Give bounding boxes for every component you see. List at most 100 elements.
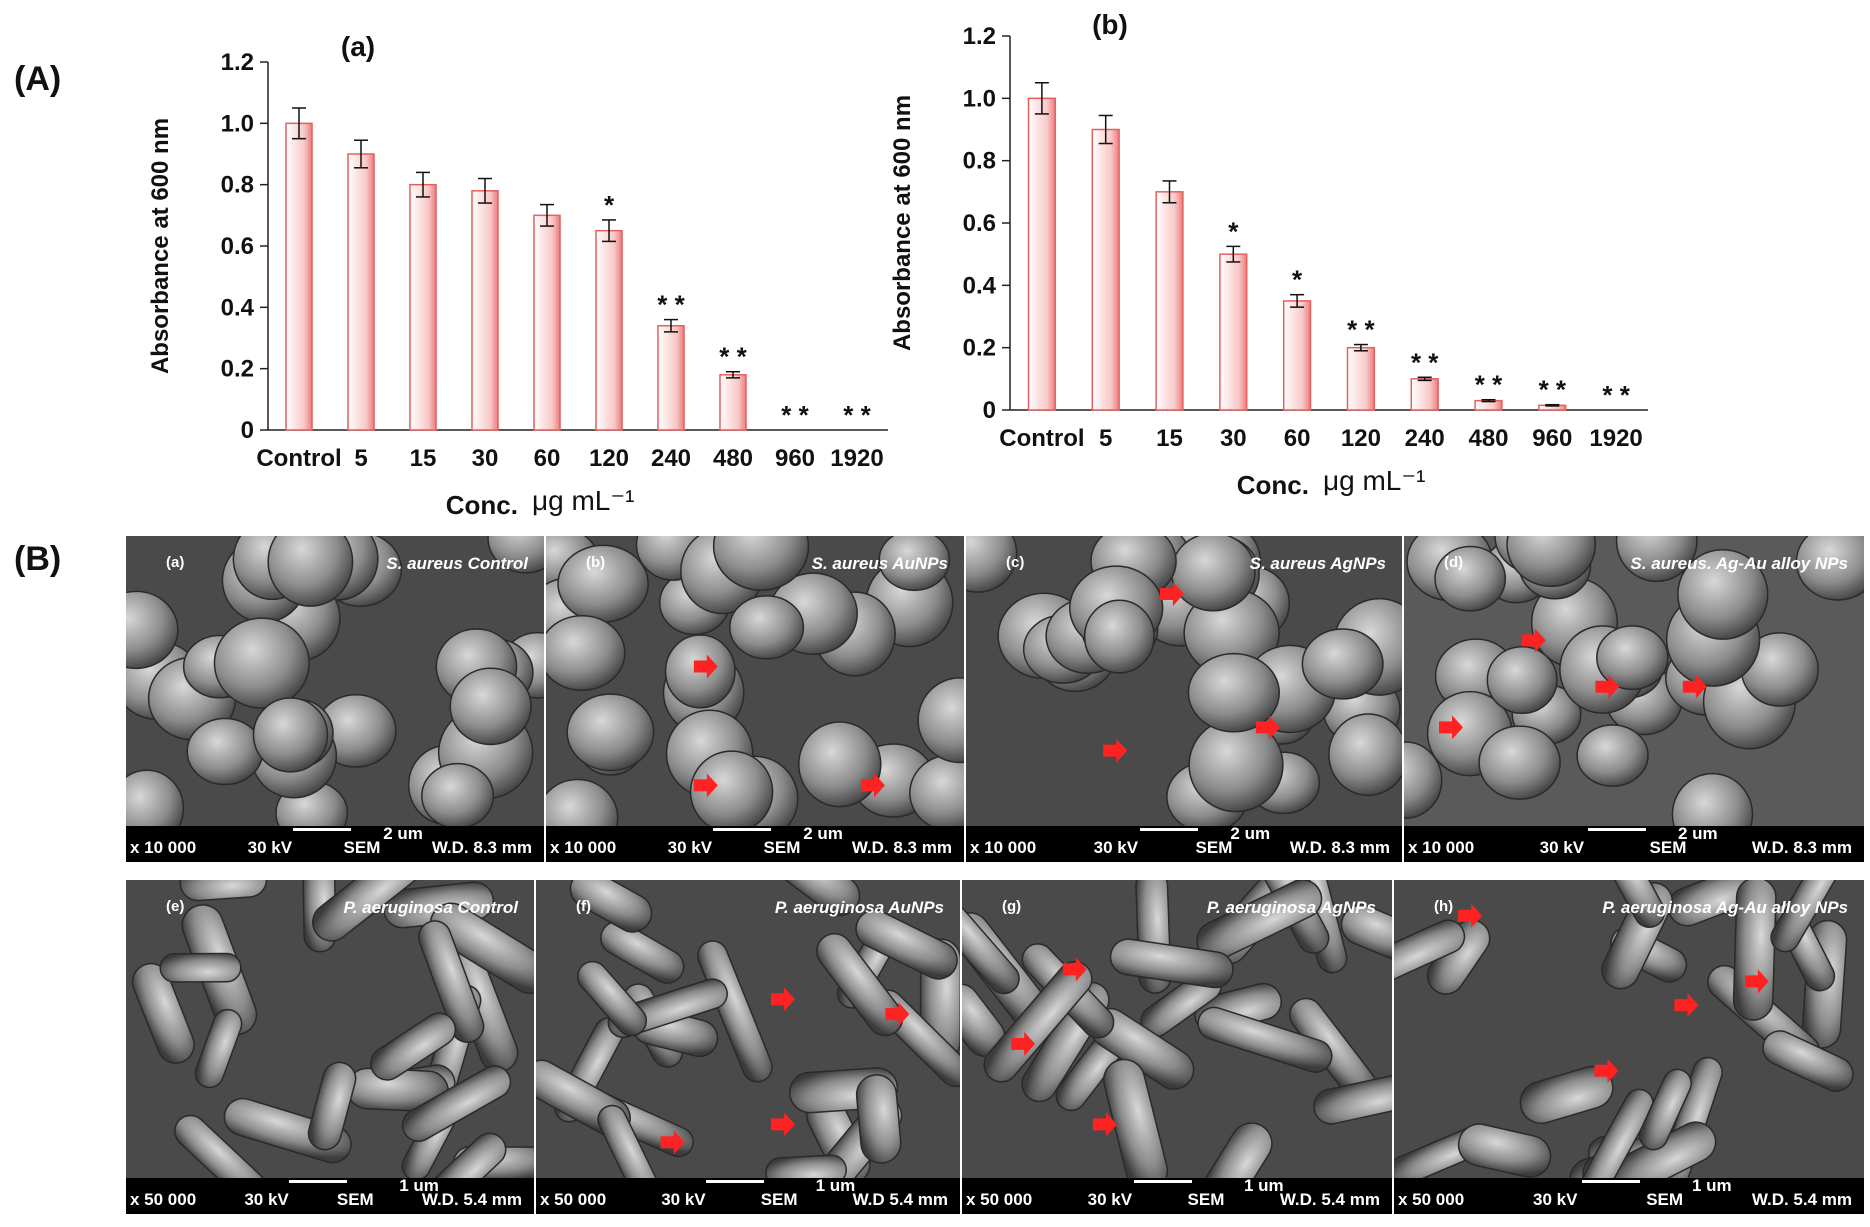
scale-bar bbox=[289, 1180, 348, 1183]
sem-mode: SEM bbox=[1649, 838, 1687, 857]
sem-info-bar: 1 um x 50 000 30 kV SEM W.D. 5.4 mm bbox=[126, 1176, 534, 1214]
bacterial-cell bbox=[487, 536, 544, 574]
sem-mag: x 10 000 bbox=[550, 838, 617, 857]
sem-mag: x 50 000 bbox=[130, 1190, 197, 1209]
scale-bar bbox=[1588, 828, 1646, 831]
bacterial-cell bbox=[729, 595, 805, 660]
x-tick-label: 15 bbox=[410, 445, 437, 472]
sem-info-bar: 1 um x 50 000 30 kV SEM W.D. 5.4 mm bbox=[1394, 1176, 1864, 1214]
bacterial-cell bbox=[159, 952, 242, 983]
x-tick-label: Control bbox=[999, 425, 1084, 452]
bacterial-cell bbox=[1102, 1058, 1169, 1178]
sem-panel-tag: (a) bbox=[166, 554, 185, 571]
significance-mark: * * bbox=[719, 342, 747, 372]
x-axis-label: Conc. bbox=[1237, 470, 1309, 500]
bacterial-cell bbox=[1677, 548, 1769, 640]
red-arrow-marker bbox=[1674, 993, 1699, 1018]
sem-panel-title: P. aeruginosa Ag-Au alloy NPs bbox=[1602, 898, 1848, 917]
sem-panel-title: P. aeruginosa Control bbox=[343, 898, 518, 917]
sem-micrograph bbox=[962, 880, 1392, 1178]
bacterial-cell bbox=[418, 920, 485, 1044]
y-tick-label: 0.6 bbox=[963, 210, 996, 237]
red-arrow-marker bbox=[1439, 715, 1463, 740]
panel-label-a: (A) bbox=[14, 60, 62, 98]
x-tick-label: 1920 bbox=[1589, 425, 1642, 452]
sem-wd: W.D. 8.3 mm bbox=[1751, 838, 1852, 857]
bacterial-cell bbox=[131, 962, 195, 1064]
scale-bar bbox=[293, 828, 352, 831]
y-tick-label: 0.8 bbox=[221, 172, 254, 199]
sem-micrograph bbox=[536, 880, 960, 1178]
sem-info-bar: 2 um x 10 000 30 kV SEM W.D. 8.3 mm bbox=[966, 824, 1402, 862]
sem-wd: W.D. 5.4 mm bbox=[1279, 1190, 1380, 1209]
bacterial-cell bbox=[429, 902, 534, 994]
bacterial-cell bbox=[401, 1065, 512, 1142]
sem-panel-tag: (d) bbox=[1444, 554, 1464, 571]
x-tick-label: 240 bbox=[651, 445, 691, 472]
bacterial-cell bbox=[816, 932, 904, 1037]
bar bbox=[1027, 97, 1057, 411]
bacterial-cell bbox=[1478, 725, 1561, 800]
sem-mag: x 10 000 bbox=[130, 838, 197, 857]
bacterial-cell bbox=[712, 536, 810, 591]
sem-mag: x 50 000 bbox=[540, 1190, 607, 1209]
bacterial-cell bbox=[1566, 1088, 1654, 1178]
scale-label: 1 um bbox=[1244, 1176, 1284, 1195]
bacterial-cell bbox=[1340, 904, 1392, 962]
sem-panel-title: S. aureus AuNPs bbox=[811, 554, 948, 573]
sem-wd: W.D. 8.3 mm bbox=[431, 838, 532, 857]
bacterial-cell bbox=[1638, 1068, 1692, 1151]
bacterial-cell bbox=[1506, 536, 1597, 588]
bacterial-cell bbox=[1576, 724, 1649, 787]
significance-mark: * * bbox=[657, 290, 685, 320]
sem-metadata: x 10 000 30 kV SEM W.D. 8.3 mm bbox=[130, 838, 540, 858]
y-tick-label: 1.2 bbox=[963, 23, 996, 50]
sem-kv: 30 kV bbox=[244, 1190, 289, 1209]
bacterial-cell bbox=[1519, 1065, 1614, 1125]
sem-mag: x 50 000 bbox=[1398, 1190, 1465, 1209]
sem-mag: x 50 000 bbox=[966, 1190, 1033, 1209]
sem-image-g: (g) P. aeruginosa AgNPs 1 um x 50 000 30 kV S… bbox=[962, 880, 1392, 1214]
bacterial-cell bbox=[765, 1154, 847, 1178]
y-axis-label: Absorbance at 600 nm bbox=[147, 118, 174, 374]
red-arrow-marker bbox=[1682, 674, 1707, 699]
bacterial-cell bbox=[1762, 1030, 1854, 1092]
sem-mag: x 10 000 bbox=[1408, 838, 1475, 857]
x-tick-label: 1920 bbox=[830, 445, 883, 472]
significance-mark: * * bbox=[1602, 380, 1630, 410]
bacterial-cell bbox=[917, 677, 964, 764]
sem-mode: SEM bbox=[343, 838, 381, 857]
bacterial-cell bbox=[1199, 1122, 1273, 1178]
sem-wd: W.D 5.4 mm bbox=[852, 1190, 948, 1209]
bar bbox=[347, 153, 375, 431]
bacterial-cell bbox=[370, 1012, 457, 1081]
sem-panel-title: S. aureus. Ag-Au alloy NPs bbox=[1630, 554, 1848, 573]
scale-label: 2 um bbox=[1230, 824, 1271, 843]
scale-bar bbox=[705, 1180, 764, 1183]
red-arrow-marker bbox=[770, 987, 795, 1012]
bar-charts-svg: 0 0.2 0.4 0.6 0.8 1.0 1.2 Absorbance at 600 nm (… bbox=[147, 9, 1648, 520]
x-axis-label: Conc. bbox=[446, 490, 518, 520]
red-arrow-marker bbox=[1744, 969, 1769, 994]
bar bbox=[471, 190, 499, 431]
y-axis-label: Absorbance at 600 nm bbox=[889, 95, 916, 351]
x-axis-unit: μg mL⁻¹ bbox=[1323, 465, 1425, 496]
sem-mag: x 10 000 bbox=[970, 838, 1037, 857]
bacterial-cell bbox=[307, 1061, 357, 1151]
bacterial-cell bbox=[779, 880, 861, 917]
significance-mark: * * bbox=[1475, 370, 1503, 400]
significance-mark: * bbox=[1292, 265, 1303, 295]
bar bbox=[1410, 378, 1439, 411]
sem-micrograph bbox=[546, 536, 964, 826]
sem-info-bar: 2 um x 10 000 30 kV SEM W.D. 8.3 mm bbox=[126, 824, 544, 862]
sem-metadata: x 10 000 30 kV SEM W.D. 8.3 mm bbox=[1408, 838, 1860, 858]
x-tick-label: 30 bbox=[1220, 425, 1247, 452]
sem-panel-title: S. aureus AgNPs bbox=[1249, 554, 1386, 573]
red-arrow-marker bbox=[1595, 674, 1620, 699]
bacterial-cell bbox=[194, 1008, 243, 1089]
sem-info-bar: 1 um x 50 000 30 kV SEM W.D. 5.4 mm bbox=[962, 1176, 1392, 1214]
sem-metadata: x 10 000 30 kV SEM W.D. 8.3 mm bbox=[550, 838, 960, 858]
sem-info-bar: 1 um x 50 000 30 kV SEM W.D 5.4 mm bbox=[536, 1176, 960, 1214]
x-tick-label: 60 bbox=[1284, 425, 1311, 452]
x-tick-label: 5 bbox=[354, 445, 367, 472]
